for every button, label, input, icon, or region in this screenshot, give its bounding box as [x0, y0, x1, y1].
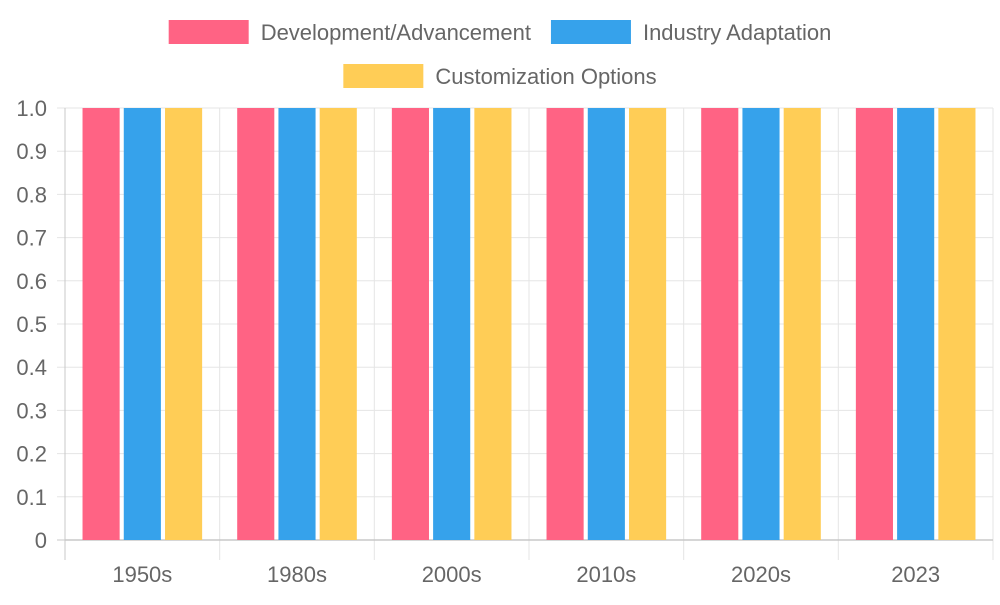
bar[interactable] [855, 108, 893, 540]
y-tick-label: 0.9 [16, 139, 47, 164]
x-axis-ticks: 1950s 1980s 2000s 2010s 2020s 2023 [112, 562, 940, 587]
y-axis-ticks: 0 0.1 0.2 0.3 0.4 0.5 0.6 0.7 0.8 0.9 1.0 [16, 96, 47, 553]
bar[interactable] [742, 108, 780, 540]
bar[interactable] [433, 108, 471, 540]
bar[interactable] [897, 108, 935, 540]
bar[interactable] [474, 108, 512, 540]
bar[interactable] [546, 108, 584, 540]
x-tick-label: 1980s [267, 562, 327, 587]
y-tick-label: 0.7 [16, 226, 47, 251]
legend-label[interactable]: Customization Options [435, 64, 656, 89]
bar[interactable] [783, 108, 821, 540]
bar[interactable] [123, 108, 161, 540]
y-tick-label: 1.0 [16, 96, 47, 121]
y-tick-label: 0.2 [16, 442, 47, 467]
y-tick-label: 0.4 [16, 355, 47, 380]
x-tick-label: 2000s [422, 562, 482, 587]
bar[interactable] [701, 108, 739, 540]
y-tick-label: 0.3 [16, 398, 47, 423]
bar[interactable] [587, 108, 625, 540]
legend-swatch[interactable] [168, 20, 249, 44]
grid [57, 107, 994, 560]
bar[interactable] [391, 108, 429, 540]
bar[interactable] [319, 108, 357, 540]
legend-label[interactable]: Industry Adaptation [643, 20, 831, 45]
bar[interactable] [629, 108, 667, 540]
y-tick-label: 0 [35, 528, 47, 553]
bar[interactable] [82, 108, 120, 540]
legend-swatch[interactable] [343, 64, 424, 88]
y-tick-label: 0.6 [16, 269, 47, 294]
bar[interactable] [237, 108, 275, 540]
y-tick-label: 0.1 [16, 485, 47, 510]
y-tick-label: 0.8 [16, 182, 47, 207]
bar[interactable] [165, 108, 203, 540]
legend-swatch[interactable] [550, 20, 631, 44]
x-tick-label: 2020s [731, 562, 791, 587]
x-tick-label: 1950s [112, 562, 172, 587]
y-tick-label: 0.5 [16, 312, 47, 337]
legend: Development/Advancement Industry Adaptati… [168, 20, 831, 89]
bar[interactable] [938, 108, 976, 540]
legend-label[interactable]: Development/Advancement [261, 20, 531, 45]
x-tick-label: 2010s [576, 562, 636, 587]
bar[interactable] [278, 108, 316, 540]
x-tick-label: 2023 [891, 562, 940, 587]
bars [82, 108, 976, 540]
